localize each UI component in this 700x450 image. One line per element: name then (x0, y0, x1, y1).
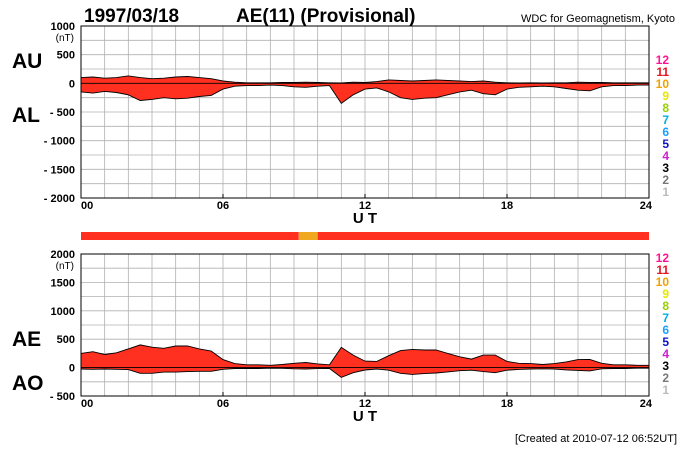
y-tick-label: 2000 (51, 249, 75, 261)
data-source: WDC for Geomagnetism, Kyoto (521, 13, 675, 25)
created-timestamp: [Created at 2010-07-12 06:52UT] (515, 433, 677, 445)
x-tick-label: 06 (217, 398, 229, 410)
x-tick-label: 18 (501, 200, 513, 212)
legend-station-count: 10 (656, 275, 670, 289)
y-tick-label: - 500 (50, 391, 75, 403)
plot-title: AE(11) (Provisional) (236, 6, 416, 27)
x-tick-label: 00 (81, 200, 93, 212)
legend-station-count: 2 (662, 173, 669, 187)
x-tick-label: 24 (640, 398, 653, 410)
legend-station-count: 5 (662, 335, 669, 349)
series-line-au (80, 75, 649, 84)
series-label-ae: AE (12, 328, 41, 351)
x-axis-label: U T (353, 210, 377, 227)
x-tick-label: 12 (359, 200, 371, 212)
y-tick-label: 1500 (51, 277, 75, 289)
y-tick-label: - 1000 (44, 136, 75, 148)
plot-date: 1997/03/18 (84, 6, 179, 27)
legend-station-count: 4 (662, 347, 669, 361)
y-tick-label: 1000 (51, 21, 75, 33)
grid (81, 254, 649, 396)
series-label-ao: AO (12, 372, 44, 395)
series-line-ao (80, 367, 649, 378)
y-tick-label: 500 (57, 50, 75, 62)
legend-station-count: 9 (662, 287, 669, 301)
y-tick-label: - 2000 (44, 193, 75, 205)
legend-station-count: 6 (662, 125, 669, 139)
series-label-al: AL (12, 104, 40, 127)
stations-bar-segment (81, 232, 299, 240)
legend-station-count: 10 (656, 77, 670, 91)
legend-station-count: 8 (662, 101, 669, 115)
legend-station-count: 6 (662, 323, 669, 337)
series-label-au: AU (12, 50, 42, 73)
y-tick-label: - 500 (50, 107, 75, 119)
legend-station-count: 1 (662, 185, 669, 199)
legend-station-count: 5 (662, 137, 669, 151)
y-tick-label: 0 (69, 363, 75, 375)
x-tick-label: 12 (359, 398, 371, 410)
legend-station-count: 7 (662, 113, 669, 127)
y-tick-label: 1000 (51, 306, 75, 318)
x-tick-label: 06 (217, 200, 229, 212)
legend-station-count: 3 (662, 359, 669, 373)
x-tick-label: 18 (501, 398, 513, 410)
au-al-panel: 1000 500 0 - 500 - 1000 - 1500 - 2000 (nT) 00 06 1… (12, 21, 653, 227)
series-line-al (80, 84, 649, 105)
y-tick-label: 0 (69, 78, 75, 90)
legend-station-count: 4 (662, 149, 669, 163)
legend-station-count: 11 (656, 263, 669, 277)
y-unit-label: (nT) (56, 261, 74, 272)
legend-station-count: 12 (656, 251, 670, 265)
legend-station-count: 9 (662, 89, 669, 103)
stations-bar (81, 232, 649, 240)
stations-bar-segment (317, 232, 649, 240)
ae-ao-panel: 2000 1500 1000 500 0 - 500 (nT) 00 06 12 18 24 U T AE… (12, 249, 653, 425)
y-tick-label: 500 (57, 334, 75, 346)
y-unit-label: (nT) (56, 33, 74, 44)
legend-station-count: 3 (662, 161, 669, 175)
series-band (81, 75, 649, 104)
legend-station-count: 2 (662, 371, 669, 385)
series-line-ae (80, 344, 649, 366)
x-tick-label: 24 (640, 200, 653, 212)
legend-station-count: 12 (656, 53, 670, 67)
stations-bar-segment (298, 232, 318, 240)
legend-station-count: 8 (662, 299, 669, 313)
legend-station-count: 7 (662, 311, 669, 325)
y-tick-label: - 1500 (44, 164, 75, 176)
x-axis-label: U T (353, 408, 377, 425)
grid (81, 26, 649, 198)
x-tick-label: 00 (81, 398, 93, 410)
legend-station-count: 1 (662, 383, 669, 397)
legend-station-count: 11 (656, 65, 669, 79)
